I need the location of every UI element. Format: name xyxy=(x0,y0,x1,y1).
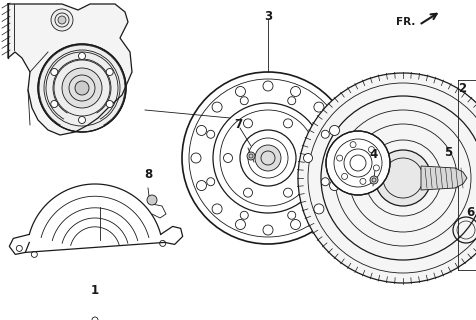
Text: 7: 7 xyxy=(233,118,241,132)
Circle shape xyxy=(303,154,312,163)
Circle shape xyxy=(50,68,58,76)
Circle shape xyxy=(287,211,295,219)
Circle shape xyxy=(235,220,245,229)
Circle shape xyxy=(206,178,214,186)
Circle shape xyxy=(290,86,300,97)
Text: 5: 5 xyxy=(443,146,451,158)
Circle shape xyxy=(240,97,248,105)
Circle shape xyxy=(336,155,342,161)
Circle shape xyxy=(255,145,280,171)
Circle shape xyxy=(190,153,200,163)
Circle shape xyxy=(373,165,378,171)
Circle shape xyxy=(147,195,157,205)
Circle shape xyxy=(223,154,232,163)
Circle shape xyxy=(329,125,339,135)
Circle shape xyxy=(298,73,476,283)
Circle shape xyxy=(58,16,66,24)
Circle shape xyxy=(38,44,126,132)
Circle shape xyxy=(313,102,323,112)
Polygon shape xyxy=(8,4,132,135)
Circle shape xyxy=(290,220,300,229)
Circle shape xyxy=(287,97,295,105)
Circle shape xyxy=(212,102,222,112)
Circle shape xyxy=(240,211,248,219)
Circle shape xyxy=(50,100,58,108)
Circle shape xyxy=(243,188,252,197)
Circle shape xyxy=(262,225,272,235)
Circle shape xyxy=(106,68,113,76)
Circle shape xyxy=(196,125,206,135)
Circle shape xyxy=(79,116,85,124)
Circle shape xyxy=(321,178,328,186)
Circle shape xyxy=(196,180,206,190)
Text: 8: 8 xyxy=(144,169,152,181)
Circle shape xyxy=(359,178,365,184)
Circle shape xyxy=(334,153,344,163)
Circle shape xyxy=(62,68,102,108)
Circle shape xyxy=(243,119,252,128)
Text: 3: 3 xyxy=(263,10,271,22)
Circle shape xyxy=(374,150,430,206)
Circle shape xyxy=(182,72,353,244)
Circle shape xyxy=(367,147,374,153)
Circle shape xyxy=(321,130,328,138)
Circle shape xyxy=(212,204,222,214)
Text: 4: 4 xyxy=(369,148,377,162)
Circle shape xyxy=(349,142,356,148)
Circle shape xyxy=(106,100,113,108)
Circle shape xyxy=(79,52,85,60)
Circle shape xyxy=(329,180,339,190)
Text: 1: 1 xyxy=(91,284,99,297)
Circle shape xyxy=(313,204,323,214)
Circle shape xyxy=(283,188,292,197)
Text: 6: 6 xyxy=(465,205,473,219)
Text: 2: 2 xyxy=(457,82,465,94)
Circle shape xyxy=(206,130,214,138)
Circle shape xyxy=(283,119,292,128)
Circle shape xyxy=(247,152,255,160)
Circle shape xyxy=(325,131,389,195)
Circle shape xyxy=(51,9,73,31)
Text: FR.: FR. xyxy=(395,17,414,27)
Circle shape xyxy=(75,81,89,95)
Circle shape xyxy=(235,86,245,97)
Circle shape xyxy=(341,173,347,180)
Circle shape xyxy=(369,176,377,184)
Circle shape xyxy=(298,73,476,283)
Polygon shape xyxy=(420,166,466,190)
Circle shape xyxy=(262,81,272,91)
